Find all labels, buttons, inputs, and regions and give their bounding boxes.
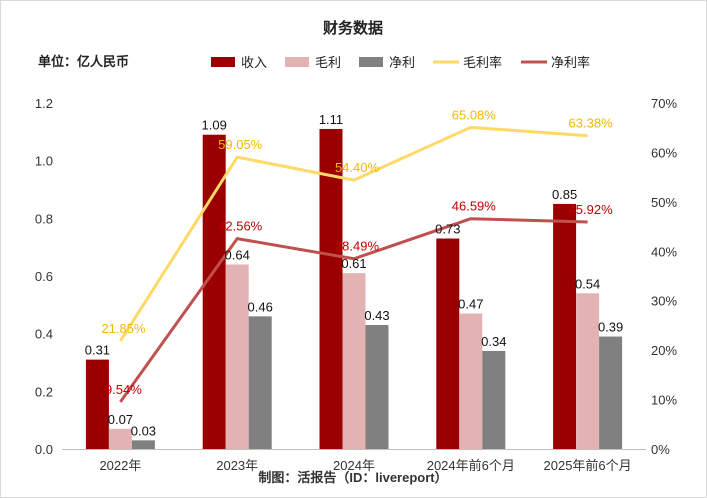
lines xyxy=(119,125,588,403)
legend-swatch-净利 xyxy=(359,57,383,67)
y-right-tick-label: 60% xyxy=(651,145,677,160)
bar-净利-4 xyxy=(599,336,623,449)
bar-净利-1 xyxy=(248,316,272,449)
y-left-tick-label: 0.0 xyxy=(35,442,53,457)
bar-value-label: 1.11 xyxy=(319,112,343,127)
y-left-tick-label: 0.2 xyxy=(35,384,53,399)
legend-label: 毛利率 xyxy=(463,55,502,70)
bar-value-label: 0.07 xyxy=(108,412,133,427)
unit-label: 单位：亿人民币 xyxy=(38,54,129,69)
bar-净利-2 xyxy=(365,325,389,449)
data-labels: 0.31 1.09 1.11 0.73 0.85 0.07 0.64 0.61 0.47 0.54… xyxy=(85,107,624,438)
x-tick-label: 2024年前6个月 xyxy=(427,458,515,473)
bar-毛利-4 xyxy=(576,293,600,449)
bar-value-label: 0.85 xyxy=(552,187,577,202)
bar-value-label: 0.46 xyxy=(248,299,273,314)
legend-swatch-毛利 xyxy=(285,57,309,67)
legend-label: 毛利 xyxy=(315,55,341,70)
line-value-label: 63.38% xyxy=(569,116,614,131)
legend-label: 净利率 xyxy=(551,55,590,70)
bar-value-label: 0.31 xyxy=(85,343,110,358)
line-value-label: 59.05% xyxy=(218,137,263,152)
y-right-tick-label: 50% xyxy=(651,195,677,210)
bar-毛利-0 xyxy=(108,428,132,449)
bar-value-label: 0.54 xyxy=(575,276,600,291)
line-净利率 xyxy=(119,217,588,403)
y-right-tick-label: 10% xyxy=(651,393,677,408)
bar-value-label: 0.03 xyxy=(131,423,156,438)
line-value-label: 65.08% xyxy=(452,107,497,122)
y-left-tick-label: 0.8 xyxy=(35,211,53,226)
y-right-tick-label: 20% xyxy=(651,343,677,358)
chart-title: 财务数据 xyxy=(323,19,383,37)
y-right-tick-label: 40% xyxy=(651,244,677,259)
line-毛利率 xyxy=(119,125,588,342)
legend-label: 净利 xyxy=(389,55,415,70)
line-value-label: 46.59% xyxy=(452,199,497,214)
bar-value-label: 0.34 xyxy=(481,334,506,349)
bar-value-label: 0.43 xyxy=(364,308,389,323)
legend: 收入 毛利 净利 毛利率 净利率 xyxy=(211,55,590,70)
line-value-label: 38.49% xyxy=(335,239,380,254)
y-left-tick-label: 0.6 xyxy=(35,269,53,284)
legend-swatch-收入 xyxy=(211,57,235,67)
bar-value-label: 1.09 xyxy=(202,118,227,133)
credit-label: 制图：活报告（ID：livereport） xyxy=(258,470,447,485)
y-left-tick-label: 1.0 xyxy=(35,154,53,169)
x-tick-label: 2022年 xyxy=(99,458,141,473)
bar-毛利-2 xyxy=(342,273,366,449)
bars xyxy=(85,128,623,449)
y-right-tick-label: 30% xyxy=(651,294,677,309)
bar-收入-4 xyxy=(553,203,577,449)
y-right-tick-label: 70% xyxy=(651,96,677,111)
line-value-label: 9.54% xyxy=(105,382,142,397)
bar-value-label: 0.64 xyxy=(225,247,250,262)
bar-value-label: 0.61 xyxy=(341,256,366,271)
bar-收入-3 xyxy=(436,238,460,449)
bar-毛利-1 xyxy=(225,264,249,449)
x-tick-label: 2023年 xyxy=(216,458,258,473)
bar-收入-1 xyxy=(202,134,226,449)
x-tick-label: 2024年 xyxy=(333,458,375,473)
line-value-label: 54.40% xyxy=(335,160,380,175)
legend-label: 收入 xyxy=(241,55,267,70)
bar-毛利-3 xyxy=(459,313,483,449)
bar-收入-0 xyxy=(85,359,109,449)
bar-收入-2 xyxy=(319,128,343,449)
bar-value-label: 0.39 xyxy=(598,320,623,335)
y-left-tick-label: 0.4 xyxy=(35,327,53,342)
line-value-label: 45.92% xyxy=(569,202,614,217)
y-right-tick-label: 0% xyxy=(651,442,670,457)
line-value-label: 42.56% xyxy=(218,219,263,234)
line-value-label: 21.85% xyxy=(101,321,146,336)
bar-value-label: 0.73 xyxy=(435,222,460,237)
bar-净利-3 xyxy=(482,350,506,449)
axes: 0.0 0.2 0.4 0.6 0.8 1.0 1.2 0% 10% 20% 30% 40% 50% 60… xyxy=(35,96,678,473)
y-left-tick-label: 1.2 xyxy=(35,96,53,111)
x-tick-label: 2025年前6个月 xyxy=(544,458,632,473)
bar-value-label: 0.47 xyxy=(458,296,483,311)
bar-净利-0 xyxy=(131,440,155,449)
